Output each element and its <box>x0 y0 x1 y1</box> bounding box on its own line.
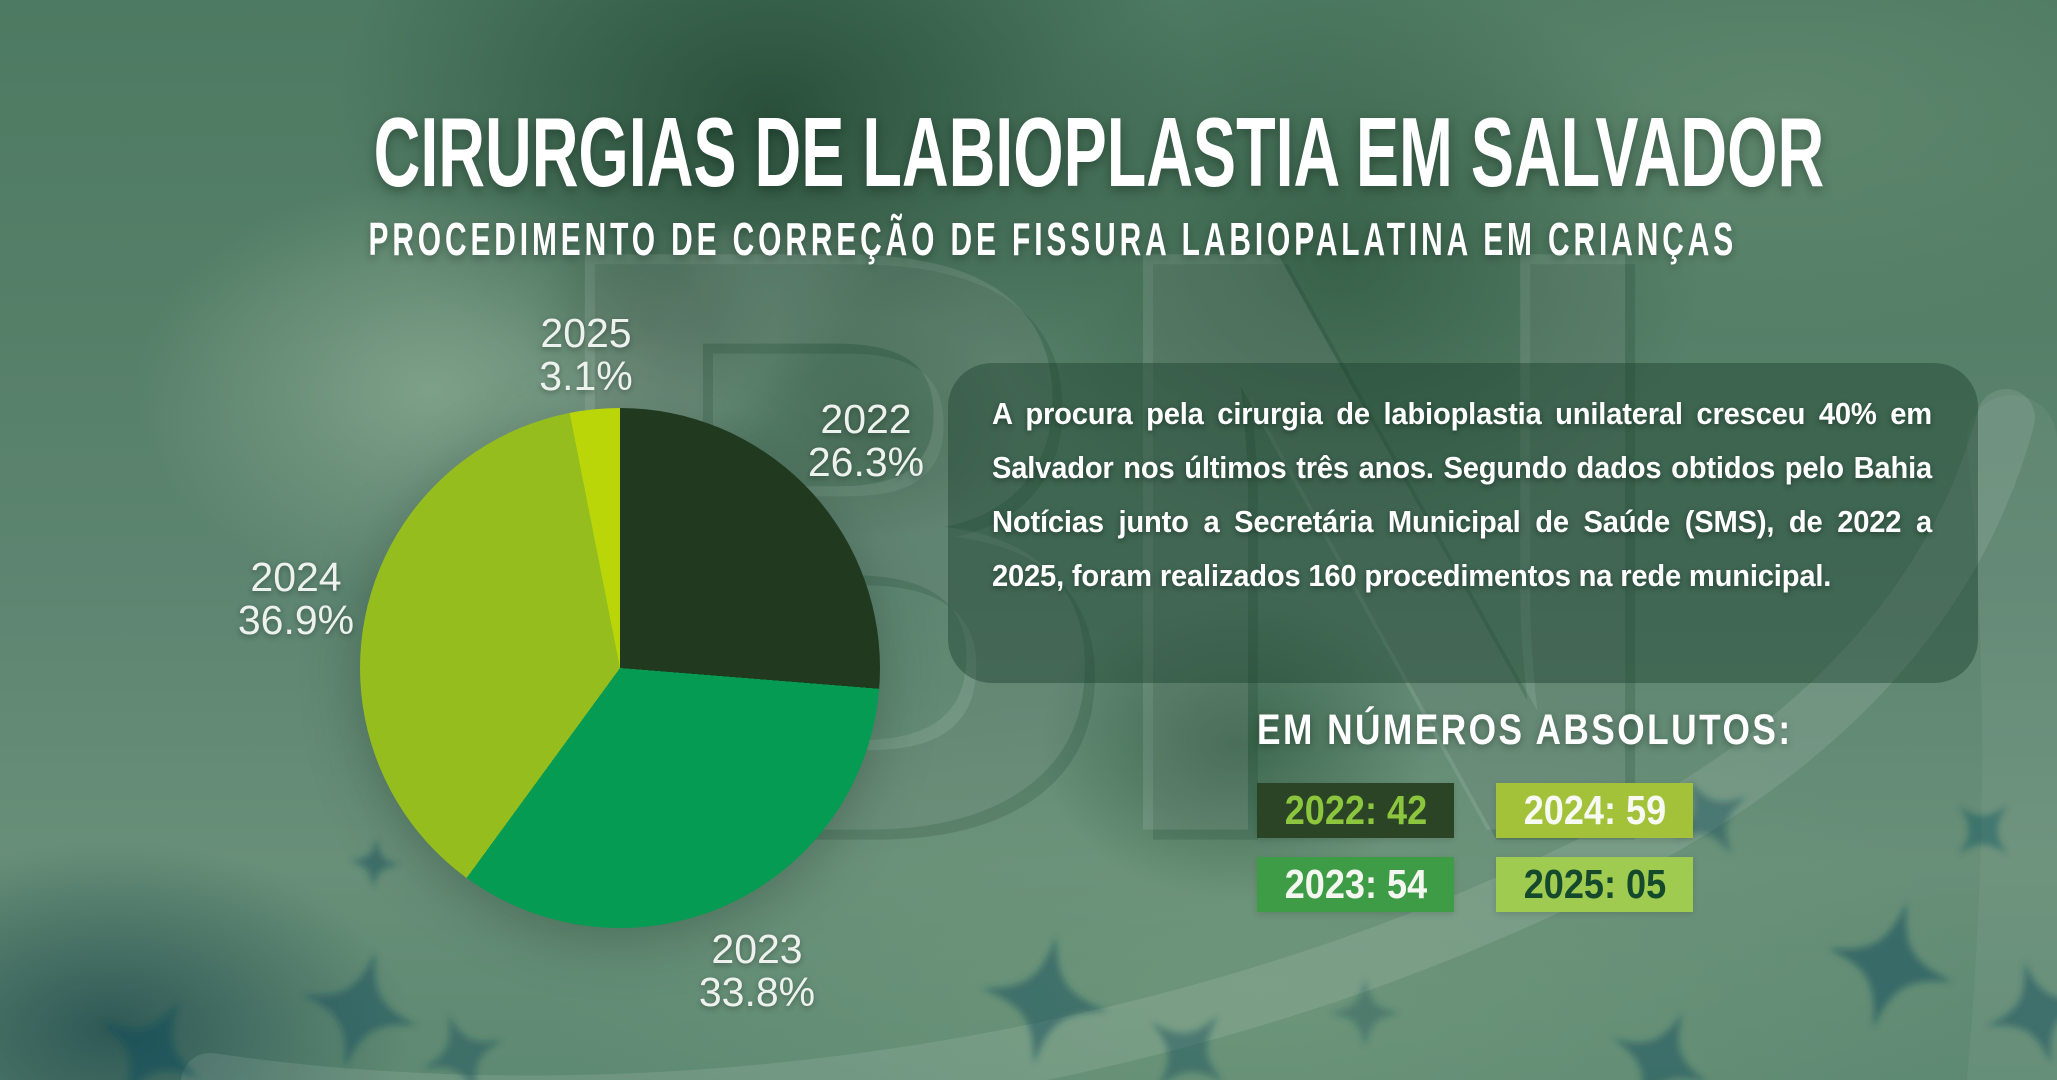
pie-label-year: 2025 <box>540 310 632 356</box>
badge-2022: 2022: 42 <box>1257 783 1454 838</box>
pie-label-percent: 36.9% <box>237 597 355 643</box>
page-subtitle: PROCEDIMENTO DE CORREÇÃO DE FISSURA LABI… <box>368 213 1738 265</box>
pie-label-year: 2022 <box>820 396 912 442</box>
pie-label-year: 2024 <box>250 554 342 600</box>
absolutes-heading: EM NÚMEROS ABSOLUTOS: <box>1257 706 1793 754</box>
pie-label-percent: 26.3% <box>807 439 925 485</box>
pie-label-percent: 33.8% <box>698 969 816 1015</box>
badge-2023: 2023: 54 <box>1257 857 1454 912</box>
badge-2025: 2025: 05 <box>1496 857 1693 912</box>
pie-label-2023: 2023 33.8% <box>662 928 852 1014</box>
info-paragraph: A procura pela cirurgia de labioplastia … <box>992 396 1932 593</box>
pie-label-2025: 2025 3.1% <box>491 312 681 398</box>
page-title: CIRURGIAS DE LABIOPLASTIA EM SALVADOR <box>373 97 1825 207</box>
absolutes-badge-grid: 2022: 42 2024: 59 2023: 54 2025: 05 <box>1257 783 1693 912</box>
info-panel: A procura pela cirurgia de labioplastia … <box>948 363 1978 683</box>
pie-chart <box>360 408 880 928</box>
pie-label-2024: 2024 36.9% <box>201 556 391 642</box>
badge-2024: 2024: 59 <box>1496 783 1693 838</box>
pie-label-year: 2023 <box>711 926 803 972</box>
pie-label-2022: 2022 26.3% <box>771 398 961 484</box>
pie-label-percent: 3.1% <box>539 353 633 399</box>
